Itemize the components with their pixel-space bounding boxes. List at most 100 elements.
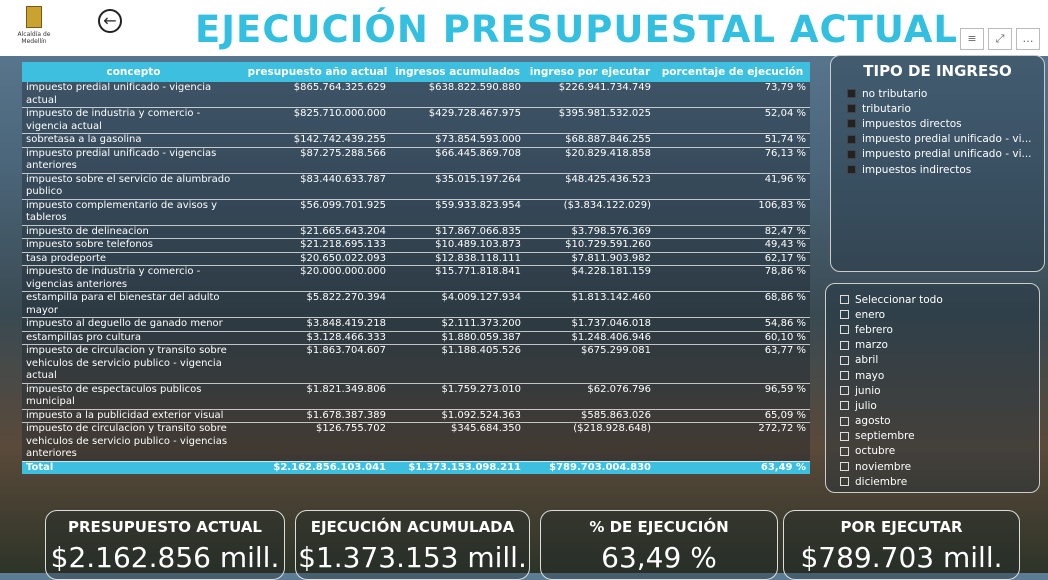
cell-number: 49,43 % bbox=[655, 239, 810, 253]
checkbox[interactable] bbox=[840, 432, 849, 441]
checkbox[interactable] bbox=[840, 477, 849, 486]
slicer-item[interactable]: impuesto predial unificado - vi... bbox=[831, 147, 1044, 162]
checkbox[interactable] bbox=[840, 447, 849, 456]
cell-concept: tasa prodeporte bbox=[22, 252, 245, 266]
cell-number: 54,86 % bbox=[655, 318, 810, 332]
slicer-item[interactable]: octubre bbox=[840, 444, 1039, 459]
kpi-label: EJECUCIÓN ACUMULADA bbox=[296, 518, 529, 536]
column-header[interactable]: ingresos acumulados bbox=[390, 62, 525, 82]
focus-icon[interactable]: ⤢ bbox=[988, 28, 1012, 50]
cell-concept: impuesto de industria y comercio - vigen… bbox=[22, 266, 245, 292]
slicer-item[interactable]: julio bbox=[840, 398, 1039, 413]
column-header[interactable]: concepto bbox=[22, 62, 245, 82]
cell-concept: impuesto a la publicidad exterior visual bbox=[22, 409, 245, 423]
total-cell: Total bbox=[22, 461, 245, 474]
cell-number: $3.848.419.218 bbox=[245, 318, 390, 332]
slicer-item[interactable]: enero bbox=[840, 307, 1039, 322]
checkbox[interactable] bbox=[840, 462, 849, 471]
table-row: sobretasa a la gasolina$142.742.439.255$… bbox=[22, 134, 810, 148]
cell-number: $5.822.270.394 bbox=[245, 292, 390, 318]
column-header[interactable]: porcentaje de ejecución bbox=[655, 62, 810, 82]
cell-number: $35.015.197.264 bbox=[390, 173, 525, 199]
checkbox[interactable] bbox=[847, 104, 856, 113]
cell-concept: impuesto al deguello de ganado menor bbox=[22, 318, 245, 332]
table-row: impuesto predial unificado - vigencias a… bbox=[22, 147, 810, 173]
cell-concept: impuesto de delineacion bbox=[22, 225, 245, 239]
back-button[interactable]: ← bbox=[98, 9, 122, 33]
filter-icon[interactable]: ≡ bbox=[960, 28, 984, 50]
cell-number: $20.000.000.000 bbox=[245, 266, 390, 292]
slicer-title: TIPO DE INGRESO bbox=[831, 62, 1044, 80]
table-row: impuesto sobre telefonos$21.218.695.133$… bbox=[22, 239, 810, 253]
cell-number: $126.755.702 bbox=[245, 423, 390, 462]
slicer-item[interactable]: no tributario bbox=[831, 86, 1044, 101]
slicer-item[interactable]: Seleccionar todo bbox=[840, 292, 1039, 307]
column-header[interactable]: presupuesto año actual bbox=[245, 62, 390, 82]
cell-number: $10.489.103.873 bbox=[390, 239, 525, 253]
logo-text: Alcaldía de Medellín bbox=[18, 31, 51, 45]
cell-number: $83.440.633.787 bbox=[245, 173, 390, 199]
cell-number: $226.941.734.749 bbox=[525, 82, 655, 108]
slicer-item[interactable]: agosto bbox=[840, 414, 1039, 429]
slicer-item[interactable]: impuestos indirectos bbox=[831, 162, 1044, 177]
kpi-label: % DE EJECUCIÓN bbox=[541, 518, 777, 536]
cell-number: 73,79 % bbox=[655, 82, 810, 108]
slicer-item[interactable]: mayo bbox=[840, 368, 1039, 383]
slicer-item[interactable]: tributario bbox=[831, 101, 1044, 116]
checkbox[interactable] bbox=[840, 356, 849, 365]
checkbox[interactable] bbox=[840, 401, 849, 410]
slicer-item[interactable]: abril bbox=[840, 353, 1039, 368]
cell-number: 51,74 % bbox=[655, 134, 810, 148]
cell-concept: impuesto sobre el servicio de alumbrado … bbox=[22, 173, 245, 199]
total-cell: $789.703.004.830 bbox=[525, 461, 655, 474]
cell-number: $395.981.532.025 bbox=[525, 108, 655, 134]
checkbox[interactable] bbox=[847, 150, 856, 159]
cell-number: $1.248.406.946 bbox=[525, 331, 655, 345]
cell-number: $825.710.000.000 bbox=[245, 108, 390, 134]
checkbox[interactable] bbox=[847, 135, 856, 144]
table-row: tasa prodeporte$20.650.022.093$12.838.11… bbox=[22, 252, 810, 266]
cell-number: $1.813.142.460 bbox=[525, 292, 655, 318]
cell-number: $48.425.436.523 bbox=[525, 173, 655, 199]
checkbox[interactable] bbox=[840, 310, 849, 319]
slicer-item[interactable]: junio bbox=[840, 383, 1039, 398]
checkbox[interactable] bbox=[840, 386, 849, 395]
cell-concept: impuesto de espectaculos publicos munici… bbox=[22, 383, 245, 409]
item-label: diciembre bbox=[855, 476, 907, 488]
checkbox[interactable] bbox=[840, 325, 849, 334]
slicer-item[interactable]: diciembre bbox=[840, 474, 1039, 489]
cell-number: $1.880.059.387 bbox=[390, 331, 525, 345]
cell-number: $429.728.467.975 bbox=[390, 108, 525, 134]
slicer-item[interactable]: febrero bbox=[840, 322, 1039, 337]
table-row: impuesto de espectaculos publicos munici… bbox=[22, 383, 810, 409]
slicer-item[interactable]: septiembre bbox=[840, 429, 1039, 444]
cell-concept: impuesto complementario de avisos y tabl… bbox=[22, 199, 245, 225]
item-label: enero bbox=[855, 309, 885, 321]
checkbox[interactable] bbox=[847, 119, 856, 128]
title: EJECUCIÓN PRESUPUESTAL ACTUAL bbox=[195, 8, 958, 51]
item-label: julio bbox=[855, 400, 877, 412]
slicer-item[interactable]: impuesto predial unificado - vi... bbox=[831, 132, 1044, 147]
checkbox[interactable] bbox=[847, 89, 856, 98]
checkbox[interactable] bbox=[840, 341, 849, 350]
checkbox[interactable] bbox=[847, 165, 856, 174]
cell-number: 68,86 % bbox=[655, 292, 810, 318]
slicer-item[interactable]: noviembre bbox=[840, 459, 1039, 474]
slicer-item[interactable]: marzo bbox=[840, 338, 1039, 353]
checkbox[interactable] bbox=[840, 371, 849, 380]
cell-number: $865.764.325.629 bbox=[245, 82, 390, 108]
cell-number: $7.811.903.982 bbox=[525, 252, 655, 266]
cell-number: $20.829.418.858 bbox=[525, 147, 655, 173]
slicer-item[interactable]: impuestos directos bbox=[831, 116, 1044, 131]
cell-concept: impuesto de circulacion y transito sobre… bbox=[22, 423, 245, 462]
checkbox[interactable] bbox=[840, 295, 849, 304]
checkbox[interactable] bbox=[840, 417, 849, 426]
item-label: noviembre bbox=[855, 461, 911, 473]
more-icon[interactable]: … bbox=[1016, 28, 1040, 50]
column-header[interactable]: ingreso por ejecutar bbox=[525, 62, 655, 82]
kpi-value: $1.373.153 mill. bbox=[296, 541, 529, 574]
item-label: octubre bbox=[855, 445, 895, 457]
